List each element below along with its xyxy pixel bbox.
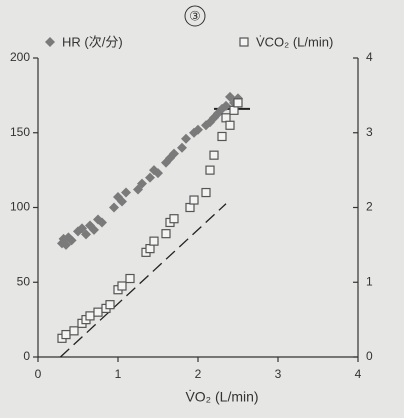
legend-marker bbox=[45, 37, 55, 47]
square-marker bbox=[233, 98, 243, 108]
square-marker bbox=[69, 326, 79, 336]
x-tick-label: 4 bbox=[355, 367, 362, 381]
y2-tick-label: 2 bbox=[366, 200, 373, 214]
diamond-marker bbox=[89, 224, 99, 235]
diamond-marker bbox=[153, 168, 163, 179]
legend-marker bbox=[239, 37, 249, 47]
diamond-marker bbox=[81, 229, 91, 240]
y-tick-label: 0 bbox=[23, 349, 30, 363]
y2-tick-label: 4 bbox=[366, 50, 373, 64]
square-marker bbox=[85, 311, 95, 321]
diamond-marker bbox=[137, 178, 147, 189]
x-tick-label: 0 bbox=[35, 367, 42, 381]
square-marker bbox=[225, 120, 235, 130]
diamond-marker bbox=[97, 217, 107, 228]
x-tick-label: 2 bbox=[195, 367, 202, 381]
square-marker bbox=[221, 113, 231, 123]
diamond-marker bbox=[169, 148, 179, 159]
diamond-marker bbox=[109, 202, 119, 213]
diamond-marker bbox=[66, 235, 77, 246]
x-tick-label: 3 bbox=[275, 367, 282, 381]
square-marker bbox=[161, 229, 171, 239]
y-tick-label: 200 bbox=[10, 50, 30, 64]
square-marker bbox=[209, 150, 219, 160]
square-marker bbox=[145, 244, 155, 254]
diamond-marker bbox=[177, 142, 187, 153]
diamond-marker bbox=[181, 133, 191, 144]
y-tick-label: 50 bbox=[17, 274, 31, 288]
square-marker bbox=[105, 300, 115, 310]
chart-title: ③ bbox=[189, 8, 201, 23]
x-axis-label: V̇O₂ (L/min) bbox=[185, 389, 258, 405]
diamond-marker bbox=[61, 239, 71, 250]
diamond-marker bbox=[145, 172, 155, 183]
square-marker bbox=[185, 202, 195, 213]
square-marker bbox=[125, 273, 135, 284]
square-marker bbox=[61, 329, 71, 340]
square-marker bbox=[205, 165, 215, 175]
square-marker bbox=[217, 131, 227, 142]
square-marker bbox=[229, 105, 239, 115]
square-marker bbox=[169, 214, 179, 224]
square-marker bbox=[189, 195, 199, 205]
y-tick-label: 100 bbox=[10, 200, 30, 214]
diamond-marker bbox=[121, 187, 131, 198]
square-marker bbox=[149, 236, 159, 246]
square-marker bbox=[117, 281, 127, 291]
y-tick-label: 150 bbox=[10, 125, 30, 139]
square-marker bbox=[201, 187, 211, 198]
x-tick-label: 1 bbox=[115, 367, 122, 381]
diamond-marker bbox=[193, 124, 203, 135]
square-marker bbox=[93, 307, 103, 317]
title-circle bbox=[184, 5, 206, 27]
diamond-marker bbox=[117, 196, 127, 207]
legend-label: HR (次/分) bbox=[62, 34, 123, 49]
reference-line bbox=[59, 203, 227, 358]
y2-tick-label: 3 bbox=[366, 125, 373, 139]
legend-label: V̇CO₂ (L/min) bbox=[256, 34, 333, 49]
diamond-marker bbox=[221, 100, 231, 111]
y2-tick-label: 1 bbox=[366, 274, 373, 288]
y2-tick-label: 0 bbox=[366, 349, 373, 363]
